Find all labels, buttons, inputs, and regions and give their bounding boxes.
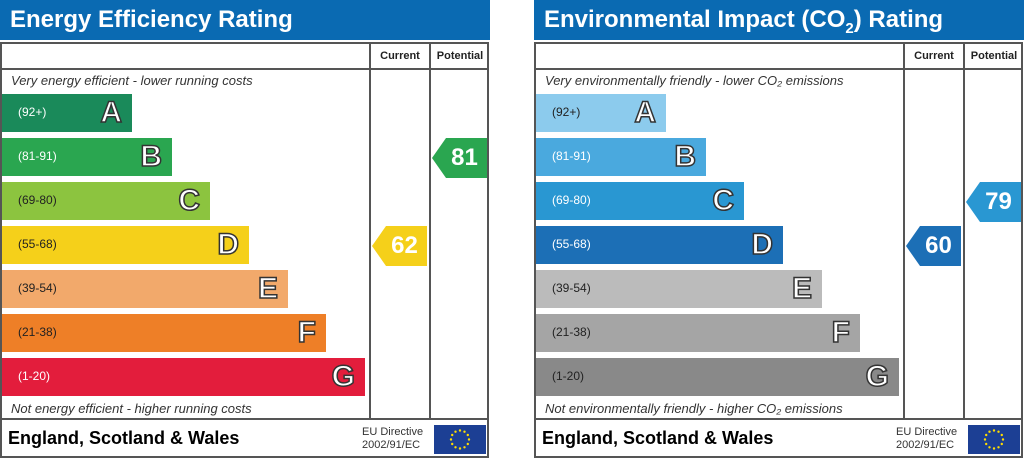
band-letter: A bbox=[634, 95, 657, 130]
band-a: (92+) A bbox=[536, 94, 666, 132]
band-letter: G bbox=[865, 359, 890, 394]
band-range: (21-38) bbox=[552, 325, 591, 339]
eu-directive: EU Directive 2002/91/EC bbox=[362, 426, 424, 451]
band-c: (69-80) C bbox=[536, 182, 744, 220]
bottom-note: Not energy efficient - higher running co… bbox=[11, 401, 252, 416]
current-column-header: Current bbox=[914, 50, 954, 62]
band-letter: E bbox=[257, 271, 279, 306]
band-b: (81-91) B bbox=[2, 138, 172, 176]
band-letter: F bbox=[297, 315, 317, 350]
band-letter: C bbox=[178, 183, 201, 218]
band-f: (21-38) F bbox=[2, 314, 326, 352]
environmental-impact-panel: Environmental Impact (CO2) Rating Curren… bbox=[534, 0, 1024, 460]
region-label: England, Scotland & Wales bbox=[542, 428, 774, 448]
energy-efficiency-panel: Energy Efficiency Rating Current Potentia… bbox=[0, 0, 490, 460]
potential-column-header: Potential bbox=[970, 50, 1018, 62]
band-c: (69-80) C bbox=[2, 182, 210, 220]
band-range: (39-54) bbox=[18, 281, 57, 295]
header-divider bbox=[0, 68, 489, 70]
band-d: (55-68) D bbox=[536, 226, 783, 264]
band-range: (21-38) bbox=[18, 325, 57, 339]
band-range: (92+) bbox=[18, 105, 47, 119]
band-b: (81-91) B bbox=[536, 138, 706, 176]
band-letter: B bbox=[140, 139, 163, 174]
footer-divider bbox=[0, 418, 489, 420]
band-d: (55-68) D bbox=[2, 226, 249, 264]
band-e: (39-54) E bbox=[2, 270, 288, 308]
band-letter: C bbox=[712, 183, 735, 218]
potential-rating-arrow: 81 bbox=[432, 138, 487, 178]
band-letter: D bbox=[217, 227, 240, 262]
band-letter: G bbox=[331, 359, 356, 394]
band-e: (39-54) E bbox=[536, 270, 822, 308]
current-column-header: Current bbox=[380, 50, 420, 62]
rating-table bbox=[0, 42, 489, 458]
panel-title: Environmental Impact (CO2) Rating bbox=[534, 0, 1024, 40]
column-divider bbox=[369, 42, 371, 420]
band-g: (1-20) G bbox=[2, 358, 365, 396]
band-range: (39-54) bbox=[552, 281, 591, 295]
eu-directive: EU Directive 2002/91/EC bbox=[896, 426, 958, 451]
band-range: (1-20) bbox=[18, 369, 51, 383]
bottom-note: Not environmentally friendly - higher CO… bbox=[545, 401, 843, 416]
band-range: (55-68) bbox=[552, 237, 591, 251]
band-range: (1-20) bbox=[552, 369, 585, 383]
column-divider bbox=[903, 42, 905, 420]
top-note: Very environmentally friendly - lower CO… bbox=[545, 73, 844, 88]
rating-table bbox=[534, 42, 1023, 458]
band-letter: E bbox=[791, 271, 813, 306]
band-a: (92+) A bbox=[2, 94, 132, 132]
eu-flag-icon bbox=[434, 425, 486, 454]
band-letter: A bbox=[100, 95, 123, 130]
region-label: England, Scotland & Wales bbox=[8, 428, 240, 448]
potential-column-header: Potential bbox=[436, 50, 484, 62]
band-f: (21-38) F bbox=[536, 314, 860, 352]
band-g: (1-20) G bbox=[536, 358, 899, 396]
column-divider bbox=[963, 42, 965, 420]
band-range: (81-91) bbox=[18, 149, 57, 163]
column-divider bbox=[429, 42, 431, 420]
header-divider bbox=[534, 68, 1023, 70]
band-letter: D bbox=[751, 227, 774, 262]
band-range: (81-91) bbox=[552, 149, 591, 163]
band-letter: F bbox=[831, 315, 851, 350]
band-letter: B bbox=[674, 139, 697, 174]
band-range: (92+) bbox=[552, 105, 581, 119]
band-range: (69-80) bbox=[552, 193, 591, 207]
top-note: Very energy efficient - lower running co… bbox=[11, 73, 253, 88]
eu-flag-icon bbox=[968, 425, 1020, 454]
panel-title: Energy Efficiency Rating bbox=[0, 0, 490, 40]
band-range: (69-80) bbox=[18, 193, 57, 207]
footer-divider bbox=[534, 418, 1023, 420]
band-range: (55-68) bbox=[18, 237, 57, 251]
